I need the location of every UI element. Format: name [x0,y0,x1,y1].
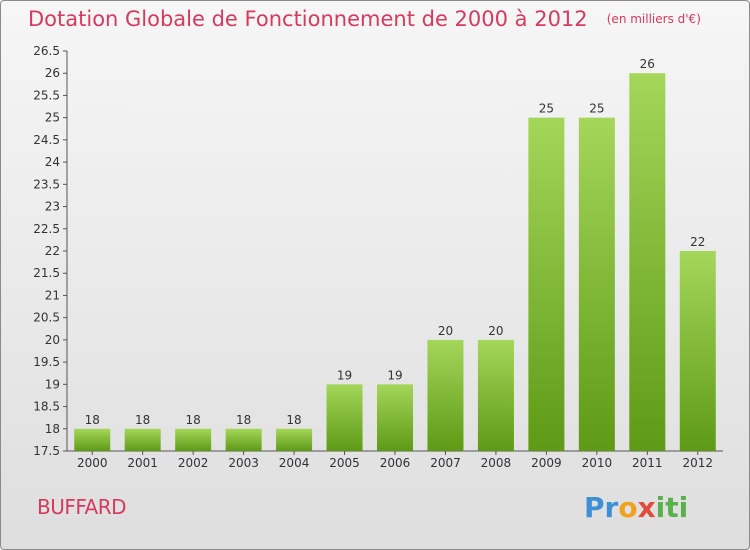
bar [477,339,514,451]
x-tick-label: 2000 [77,456,108,470]
y-tick-label: 24 [45,155,60,169]
y-tick-label: 20 [45,333,60,347]
commune-name: BUFFARD [37,495,127,519]
chart-unit: (en milliers d'€) [606,12,701,26]
axes: 17.5 18 18.5 19 19.5 20 20.5 21 21.5 22 22.5 23 23.5… [33,44,723,470]
bar [528,117,565,452]
bar [276,428,313,451]
bar [578,117,615,452]
y-tick-label: 23.5 [33,177,60,191]
data-label: 18 [186,413,201,427]
data-label: 18 [85,413,100,427]
x-tick-label: 2004 [279,456,310,470]
bar [175,428,212,451]
bar [679,251,716,451]
y-tick-label: 17.5 [33,444,60,458]
x-tick-label: 2003 [228,456,259,470]
x-tick-label: 2007 [430,456,461,470]
x-tick-label: 2011 [632,456,663,470]
x-tick-label: 2001 [127,456,158,470]
y-tick-label: 25.5 [33,88,60,102]
bar [225,428,262,451]
data-label: 25 [589,102,604,116]
x-tick-label: 2012 [682,456,713,470]
y-tick-label: 24.5 [33,133,60,147]
x-tick-label: 2009 [531,456,562,470]
data-label: 18 [286,413,301,427]
y-tick-label: 26 [45,66,60,80]
y-tick-label: 21 [45,288,60,302]
bar [124,428,161,451]
bars: 18 18 18 18 18 19 19 20 20 25 25 26 22 [74,57,716,452]
x-tick-label: 2002 [178,456,209,470]
chart-title: Dotation Globale de Fonctionnement de 20… [28,7,588,31]
data-label: 25 [539,102,554,116]
data-label: 19 [337,368,352,382]
y-tick-label: 19.5 [33,355,60,369]
y-tick-label: 18.5 [33,400,60,414]
bar [427,339,464,451]
bar [377,384,413,451]
y-tick-label: 18 [45,422,60,436]
x-tick-label: 2006 [380,456,411,470]
y-tick-label: 21.5 [33,266,60,280]
y-tick-label: 23 [45,200,60,214]
x-tick-label: 2008 [481,456,512,470]
y-tick-label: 22.5 [33,222,60,236]
y-tick-label: 25 [45,111,60,125]
data-label: 26 [640,57,655,71]
bar [74,428,111,451]
y-tick-label: 20.5 [33,311,60,325]
y-tick-label: 26.5 [33,44,60,58]
chart-title-block: Dotation Globale de Fonctionnement de 20… [28,7,701,31]
data-label: 19 [387,368,402,382]
proxiti-logo: Proxiti [584,491,689,524]
x-tick-label: 2010 [582,456,613,470]
data-label: 20 [488,324,503,338]
bar [326,384,363,451]
data-label: 22 [690,235,705,249]
x-tick-label: 2005 [329,456,360,470]
data-label: 18 [135,413,150,427]
data-label: 18 [236,413,251,427]
data-label: 20 [438,324,453,338]
y-tick-label: 19 [45,377,60,391]
y-tick-label: 22 [45,244,60,258]
bar [629,73,666,451]
